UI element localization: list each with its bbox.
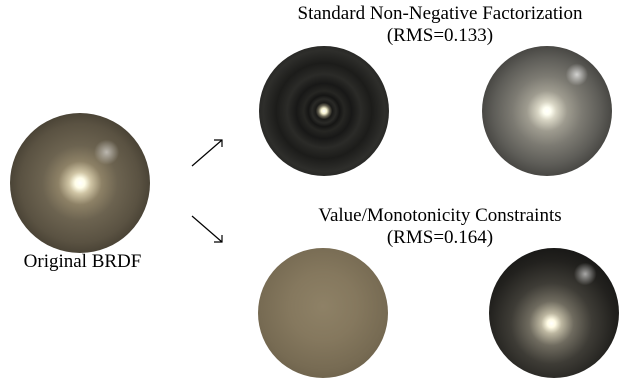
value-monotonicity-caption: Value/Monotonicity Constraints (RMS=0.16… <box>250 205 619 249</box>
value-monotonicity-factor-2-sphere <box>489 248 619 378</box>
original-brdf-label: Original BRDF <box>23 251 142 272</box>
arrow-down-right-icon <box>191 215 223 243</box>
standard-nnf-rms: (RMS=0.133) <box>386 25 494 46</box>
standard-nnf-factor-1-sphere <box>259 46 389 176</box>
value-monotonicity-title: Value/Monotonicity Constraints <box>318 205 562 226</box>
original-brdf-sphere <box>10 113 150 253</box>
standard-nnf-caption: Standard Non-Negative Factorization (RMS… <box>250 3 619 47</box>
value-monotonicity-rms: (RMS=0.164) <box>386 227 494 248</box>
standard-nnf-factor-2-sphere <box>482 46 612 176</box>
original-brdf-caption: Original BRDF <box>0 251 165 273</box>
value-monotonicity-factor-1-sphere <box>258 248 388 378</box>
arrow-up-right-icon <box>191 139 223 167</box>
standard-nnf-title: Standard Non-Negative Factorization <box>297 3 583 24</box>
